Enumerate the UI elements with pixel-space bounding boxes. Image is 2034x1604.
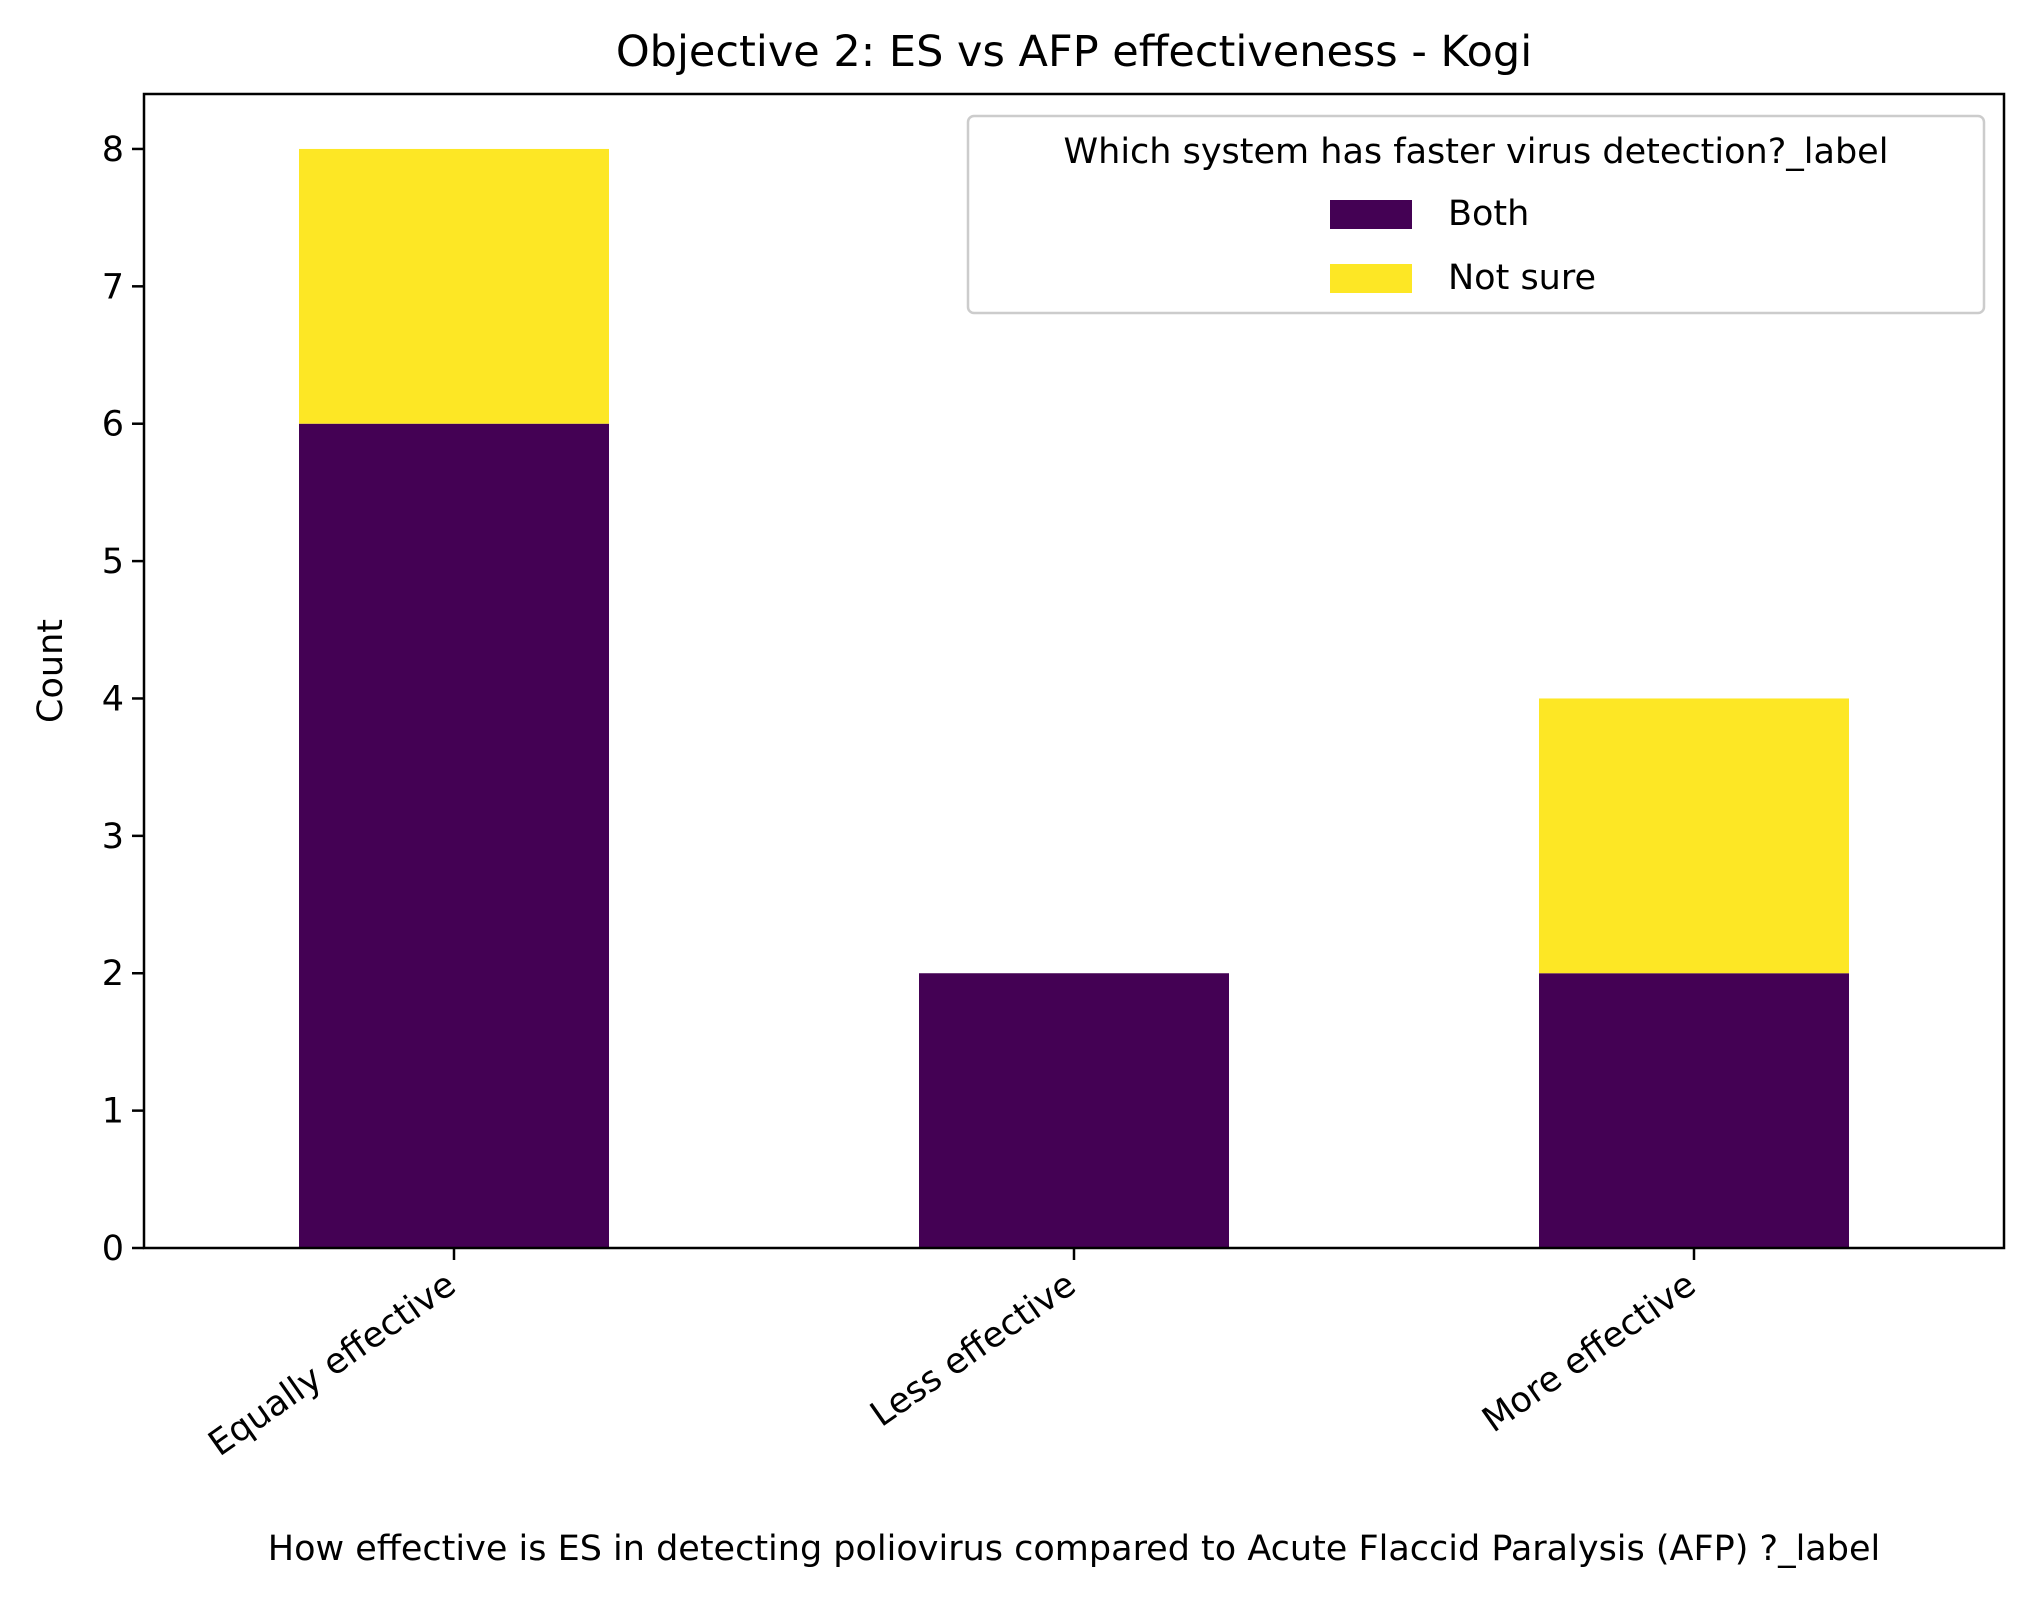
y-tick-label: 1 — [102, 1092, 124, 1132]
legend-items: Both Not sure — [1330, 194, 1596, 298]
legend-label: Both — [1448, 194, 1529, 234]
y-tick-label: 3 — [102, 817, 124, 857]
y-tick-label: 5 — [102, 542, 124, 582]
y-tick-label: 2 — [102, 954, 124, 994]
y-tick-label: 4 — [102, 679, 124, 719]
bar-segment-1-0 — [919, 973, 1229, 1248]
y-tick-label: 7 — [102, 267, 124, 307]
legend-label: Not sure — [1448, 258, 1596, 298]
y-tick-label: 6 — [102, 405, 124, 445]
y-axis-label: Count — [31, 619, 71, 723]
y-axis: 0 1 2 3 4 5 6 7 8 — [102, 130, 144, 1269]
legend-swatch — [1330, 264, 1412, 293]
bar-segment-2-0 — [1539, 973, 1849, 1248]
legend-title: Which system has faster virus detection?… — [1064, 132, 1889, 172]
plot-frame — [142, 92, 2006, 1250]
bar-segment-0-0 — [299, 423, 609, 1248]
bars-layer — [299, 148, 1849, 1248]
y-tick-label: 8 — [102, 130, 124, 170]
y-tick-label: 0 — [102, 1229, 124, 1269]
bar-segment-2-1 — [1539, 698, 1849, 974]
legend: Which system has faster virus detection?… — [966, 114, 1986, 315]
legend-swatch — [1330, 200, 1412, 229]
x-axis-label: How effective is ES in detecting poliovi… — [268, 1529, 1880, 1569]
bar-segment-0-1 — [299, 148, 609, 424]
legend-frame — [966, 114, 1986, 315]
chart-title: Objective 2: ES vs AFP effectiveness - K… — [616, 27, 1532, 77]
